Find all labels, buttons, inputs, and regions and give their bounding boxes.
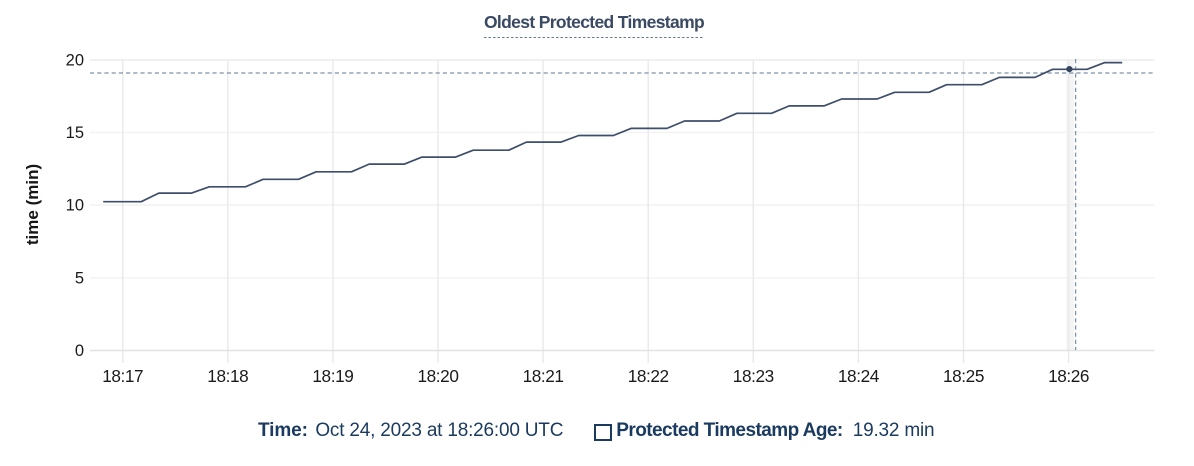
svg-text:18:17: 18:17	[102, 366, 143, 386]
svg-text:15: 15	[66, 124, 84, 142]
svg-text:18:24: 18:24	[838, 366, 880, 386]
svg-text:5: 5	[75, 269, 84, 287]
svg-text:18:22: 18:22	[628, 366, 669, 386]
svg-text:10: 10	[66, 197, 84, 215]
svg-text:20: 20	[66, 52, 84, 70]
svg-text:time (min): time (min)	[23, 164, 42, 245]
svg-text:18:25: 18:25	[943, 366, 984, 386]
svg-text:18:26: 18:26	[1048, 366, 1089, 386]
svg-text:0: 0	[75, 342, 84, 360]
svg-text:18:23: 18:23	[733, 366, 774, 386]
svg-text:18:21: 18:21	[523, 366, 564, 386]
svg-text:18:19: 18:19	[312, 366, 353, 386]
svg-text:18:18: 18:18	[207, 366, 248, 386]
svg-text:18:20: 18:20	[417, 366, 458, 386]
